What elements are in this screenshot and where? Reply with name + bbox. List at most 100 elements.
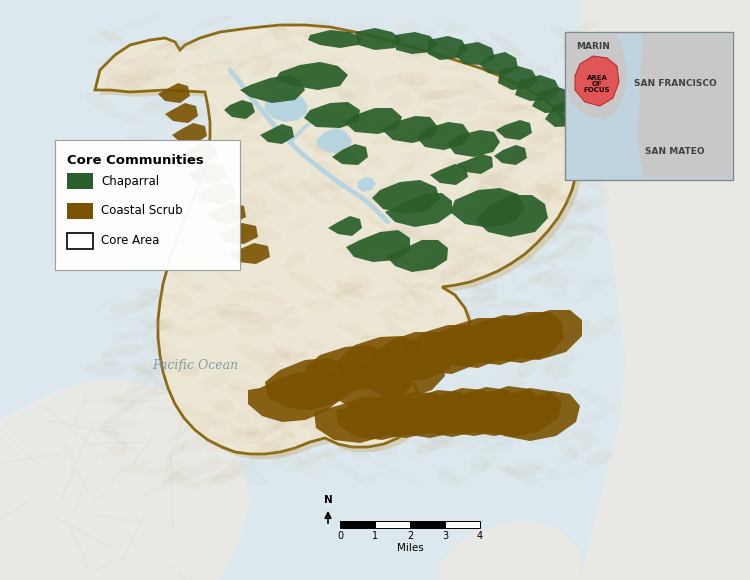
Ellipse shape [419,347,436,361]
Polygon shape [475,195,548,237]
Ellipse shape [111,223,141,248]
Text: 2: 2 [406,531,413,541]
Ellipse shape [569,234,594,249]
Ellipse shape [566,223,597,231]
Polygon shape [165,103,198,123]
Ellipse shape [192,72,207,81]
Ellipse shape [264,416,295,438]
Ellipse shape [400,360,430,371]
Ellipse shape [516,228,559,245]
Ellipse shape [212,399,235,414]
Polygon shape [447,130,500,157]
Polygon shape [384,390,474,438]
Polygon shape [344,108,402,134]
Ellipse shape [586,450,614,466]
Text: SAN FRANCISCO: SAN FRANCISCO [634,79,716,89]
Ellipse shape [438,50,458,61]
Ellipse shape [406,413,428,431]
Ellipse shape [503,463,544,476]
Text: 1: 1 [372,531,378,541]
Ellipse shape [499,218,519,231]
Polygon shape [360,352,445,398]
Ellipse shape [526,462,545,472]
Polygon shape [332,144,368,165]
Polygon shape [305,345,392,392]
Ellipse shape [503,299,537,308]
Ellipse shape [118,154,139,167]
Ellipse shape [306,110,353,128]
Ellipse shape [389,405,422,430]
Bar [565,32,733,180]
Polygon shape [372,332,458,380]
Polygon shape [430,318,516,368]
Ellipse shape [412,291,433,306]
Ellipse shape [86,92,120,117]
Ellipse shape [113,202,128,213]
Ellipse shape [474,186,490,200]
Ellipse shape [470,456,491,471]
Polygon shape [197,183,236,204]
Polygon shape [158,83,190,103]
Ellipse shape [570,86,600,99]
Ellipse shape [244,427,259,440]
Ellipse shape [154,41,200,50]
Ellipse shape [478,173,520,189]
Polygon shape [100,30,582,459]
Ellipse shape [489,32,524,56]
Ellipse shape [226,458,258,469]
Ellipse shape [427,89,466,100]
Polygon shape [456,42,495,65]
Ellipse shape [503,106,536,116]
Ellipse shape [420,427,448,444]
Polygon shape [265,358,360,410]
Polygon shape [496,120,532,140]
Ellipse shape [125,150,142,159]
Ellipse shape [309,445,356,459]
Ellipse shape [241,130,285,143]
Ellipse shape [397,23,421,34]
Ellipse shape [440,391,470,415]
Ellipse shape [127,186,146,202]
Ellipse shape [101,66,144,92]
Ellipse shape [316,57,348,66]
Polygon shape [580,0,750,580]
Ellipse shape [280,351,308,359]
Ellipse shape [384,190,405,206]
Ellipse shape [113,386,158,403]
Ellipse shape [159,357,197,373]
Polygon shape [308,30,362,48]
Ellipse shape [171,110,193,118]
Polygon shape [404,325,488,374]
Ellipse shape [536,116,551,127]
Ellipse shape [334,280,366,301]
Ellipse shape [450,245,478,259]
Ellipse shape [540,255,557,269]
Ellipse shape [272,447,298,465]
Ellipse shape [456,119,497,134]
Ellipse shape [478,165,519,188]
Ellipse shape [490,262,517,275]
Ellipse shape [272,34,303,52]
Ellipse shape [251,44,298,61]
Ellipse shape [199,225,236,238]
Ellipse shape [512,271,547,294]
Ellipse shape [350,450,372,460]
Ellipse shape [228,462,267,485]
Ellipse shape [176,110,206,124]
Ellipse shape [550,26,594,51]
Ellipse shape [386,253,403,264]
Ellipse shape [323,452,362,483]
Ellipse shape [114,435,128,447]
Ellipse shape [196,16,232,27]
Bar [67,173,93,189]
Polygon shape [230,243,270,264]
Ellipse shape [469,187,487,202]
Ellipse shape [125,55,169,69]
Ellipse shape [464,273,493,281]
Ellipse shape [400,282,442,290]
Polygon shape [328,216,362,236]
Ellipse shape [562,193,590,214]
Polygon shape [498,66,538,90]
Ellipse shape [283,318,303,329]
Polygon shape [476,312,564,363]
